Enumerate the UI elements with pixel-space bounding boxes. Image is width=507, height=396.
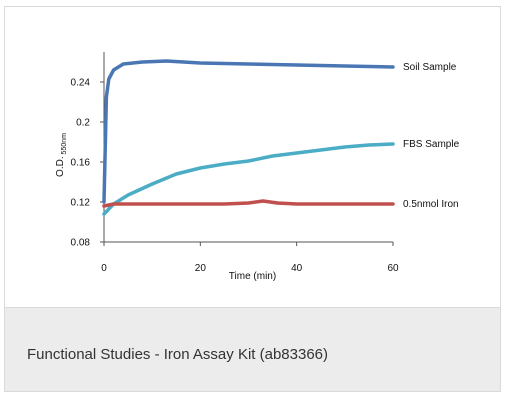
y-tick-label: 0.2 <box>76 118 90 129</box>
chart-axes: 0.08 0.12 0.16 0.2 0.24 0 20 40 60 Time (min) O.D.… <box>55 52 399 282</box>
figure-caption: Functional Studies - Iron Assay Kit (ab8… <box>27 346 328 363</box>
y-tick-label: 0.24 <box>71 78 91 89</box>
series-label: FBS Sample <box>403 139 460 150</box>
line-chart: 0.08 0.12 0.16 0.2 0.24 0 20 40 60 Time (min) O.D.… <box>55 52 460 282</box>
y-axis-label: O.D. 550nm <box>55 133 68 177</box>
y-tick-label: 0.16 <box>71 158 91 169</box>
caption-bar: Functional Studies - Iron Assay Kit (ab8… <box>5 307 500 391</box>
series-label: 0.5nmol Iron <box>403 199 459 210</box>
chart-area: 0.08 0.12 0.16 0.2 0.24 0 20 40 60 Time (min) O.D.… <box>5 7 500 307</box>
y-tick-label: 0.12 <box>71 198 91 209</box>
x-tick-label: 40 <box>291 263 303 274</box>
x-tick-label: 0 <box>101 263 107 274</box>
series-line-1 <box>102 142 395 216</box>
y-tick-label: 0.08 <box>71 238 91 249</box>
figure-card: 0.08 0.12 0.16 0.2 0.24 0 20 40 60 Time (min) O.D.… <box>4 6 501 392</box>
series-line-2 <box>102 199 395 208</box>
x-axis-label: Time (min) <box>229 271 276 282</box>
series-labels: Soil Sample FBS Sample 0.5nmol Iron <box>403 62 460 210</box>
series-line-0 <box>102 59 395 204</box>
series-label: Soil Sample <box>403 62 457 73</box>
series-layer <box>102 59 395 216</box>
x-tick-label: 20 <box>195 263 207 274</box>
x-tick-label: 60 <box>387 263 399 274</box>
